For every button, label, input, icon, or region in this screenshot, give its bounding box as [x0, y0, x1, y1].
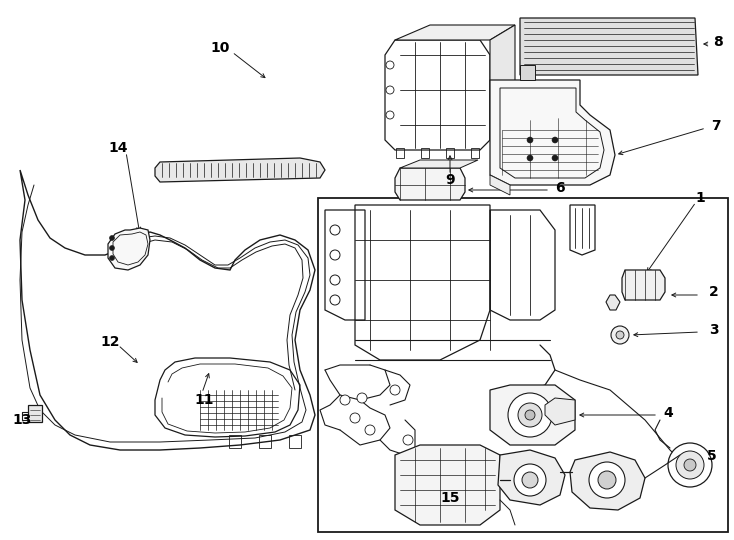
- Text: 7: 7: [711, 119, 721, 133]
- Circle shape: [589, 462, 625, 498]
- Polygon shape: [490, 385, 575, 445]
- Text: 4: 4: [663, 406, 673, 420]
- Polygon shape: [520, 65, 535, 80]
- Text: 3: 3: [709, 323, 719, 337]
- Polygon shape: [155, 158, 325, 182]
- Text: 13: 13: [12, 413, 32, 427]
- Circle shape: [611, 326, 629, 344]
- Polygon shape: [395, 445, 500, 525]
- Text: 6: 6: [555, 181, 564, 195]
- Polygon shape: [490, 80, 615, 185]
- Text: 15: 15: [440, 491, 459, 505]
- Circle shape: [403, 435, 413, 445]
- Circle shape: [676, 451, 704, 479]
- Text: 9: 9: [446, 173, 455, 187]
- Circle shape: [340, 395, 350, 405]
- Text: 5: 5: [707, 449, 717, 463]
- Polygon shape: [395, 168, 465, 200]
- Polygon shape: [520, 18, 698, 75]
- Circle shape: [109, 235, 115, 240]
- Circle shape: [514, 464, 546, 496]
- Text: 8: 8: [713, 35, 723, 49]
- Circle shape: [552, 155, 558, 161]
- Circle shape: [527, 155, 533, 161]
- Text: 10: 10: [211, 41, 230, 55]
- Circle shape: [350, 413, 360, 423]
- Circle shape: [684, 459, 696, 471]
- Circle shape: [552, 137, 558, 143]
- Circle shape: [365, 425, 375, 435]
- Circle shape: [109, 246, 115, 251]
- Text: 14: 14: [108, 141, 128, 155]
- Circle shape: [508, 393, 552, 437]
- Circle shape: [522, 472, 538, 488]
- Polygon shape: [490, 25, 515, 140]
- Text: 11: 11: [195, 393, 214, 407]
- Circle shape: [668, 443, 712, 487]
- Text: 12: 12: [101, 335, 120, 349]
- Polygon shape: [622, 270, 665, 300]
- Polygon shape: [498, 450, 565, 505]
- Circle shape: [518, 403, 542, 427]
- Polygon shape: [28, 405, 42, 422]
- Polygon shape: [570, 452, 645, 510]
- Bar: [318, 198, 728, 532]
- Text: 2: 2: [709, 285, 719, 299]
- Circle shape: [527, 137, 533, 143]
- Circle shape: [616, 331, 624, 339]
- Text: 1: 1: [695, 191, 705, 205]
- Polygon shape: [545, 398, 575, 425]
- Circle shape: [357, 393, 367, 403]
- Circle shape: [390, 385, 400, 395]
- Polygon shape: [606, 295, 620, 310]
- Polygon shape: [490, 175, 510, 195]
- Circle shape: [525, 410, 535, 420]
- Circle shape: [109, 255, 115, 260]
- Polygon shape: [400, 160, 478, 168]
- Polygon shape: [395, 25, 515, 40]
- Polygon shape: [108, 228, 150, 270]
- Circle shape: [598, 471, 616, 489]
